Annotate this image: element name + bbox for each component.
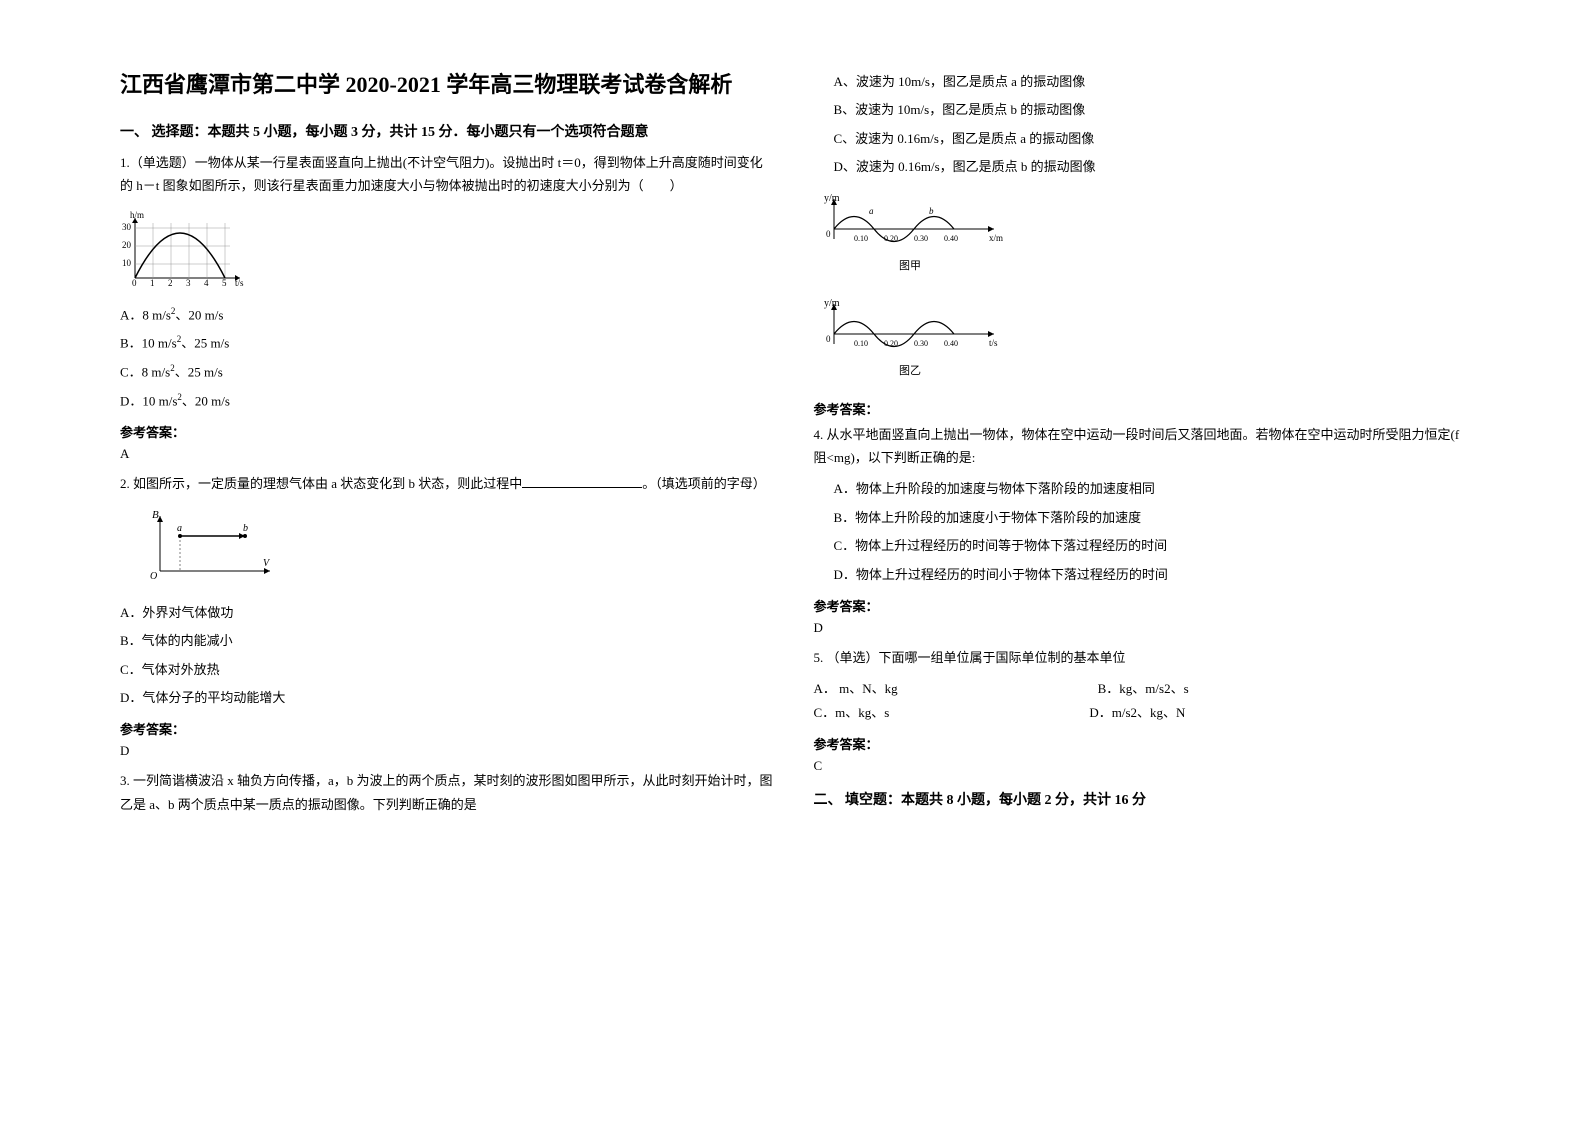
svg-text:0.40: 0.40: [944, 339, 958, 348]
svg-text:0.10: 0.10: [854, 339, 868, 348]
q5-answer: C: [814, 758, 1468, 774]
svg-text:0: 0: [826, 229, 831, 239]
svg-text:0.40: 0.40: [944, 234, 958, 243]
q4-answer: D: [814, 620, 1468, 636]
svg-text:0.30: 0.30: [914, 339, 928, 348]
svg-text:h/m: h/m: [130, 210, 144, 220]
q5-optD: D．m/s2、kg、N: [1089, 701, 1185, 724]
left-column: 江西省鹰潭市第二中学 2020-2021 学年高三物理联考试卷含解析 一、 选择…: [100, 70, 794, 1052]
q2-stem-pre: 2. 如图所示，一定质量的理想气体由 a 状态变化到 b 状态，则此过程中: [120, 476, 522, 491]
q1-optA: A．8 m/s2、20 m/s: [120, 303, 774, 327]
svg-text:5: 5: [222, 278, 227, 288]
svg-text:10: 10: [122, 258, 132, 268]
q1-optB: B．10 m/s2、25 m/s: [120, 331, 774, 355]
q5-answer-label: 参考答案：: [814, 734, 1468, 753]
q4-answer-label: 参考答案：: [814, 596, 1468, 615]
svg-text:3: 3: [186, 278, 191, 288]
graph2-caption: 图乙: [899, 364, 921, 377]
q2-stem: 2. 如图所示，一定质量的理想气体由 a 状态变化到 b 状态，则此过程中 。（填…: [120, 472, 774, 495]
q4-optD: D．物体上升过程经历的时间小于物体下落过程经历的时间: [834, 563, 1468, 586]
svg-text:0: 0: [826, 334, 831, 344]
svg-text:t/s: t/s: [235, 278, 244, 288]
graph1-caption: 图甲: [899, 259, 921, 272]
q1-answer-label: 参考答案：: [120, 422, 774, 441]
svg-text:2: 2: [168, 278, 173, 288]
q5-optC: C．m、kg、s: [814, 701, 890, 724]
q5-row2: C．m、kg、s D．m/s2、kg、N: [814, 701, 1468, 724]
q1-stem: 1.（单选题）一物体从某一行星表面竖直向上抛出(不计空气阻力)。设抛出时 t＝0…: [120, 151, 774, 198]
q5-row1: A． m、N、kg B．kg、m/s2、s: [814, 677, 1468, 700]
q2-optC: C．气体对外放热: [120, 658, 774, 681]
svg-text:0.10: 0.10: [854, 234, 868, 243]
q4-optB: B．物体上升阶段的加速度小于物体下落阶段的加速度: [834, 506, 1468, 529]
svg-text:x/m: x/m: [989, 233, 1003, 243]
q1-graph: h/m 30 20 10 0 1 2 3 4 5 t/s: [120, 208, 774, 293]
q2-optB: B．气体的内能减小: [120, 629, 774, 652]
q4-optA: A．物体上升阶段的加速度与物体下落阶段的加速度相同: [834, 477, 1468, 500]
right-column: A、波速为 10m/s，图乙是质点 a 的振动图像 B、波速为 10m/s，图乙…: [794, 70, 1488, 1052]
svg-text:a: a: [177, 523, 182, 534]
q2-optA: A．外界对气体做功: [120, 601, 774, 624]
q3-optC: C、波速为 0.16m/s，图乙是质点 a 的振动图像: [834, 127, 1468, 150]
q1-optD: D．10 m/s2、20 m/s: [120, 389, 774, 413]
q1-optC: C．8 m/s2、25 m/s: [120, 360, 774, 384]
svg-text:20: 20: [122, 240, 132, 250]
svg-text:30: 30: [122, 222, 132, 232]
section2-header: 二、 填空题：本题共 8 小题，每小题 2 分，共计 16 分: [814, 789, 1468, 809]
q1-answer: A: [120, 446, 774, 462]
q4-optC: C．物体上升过程经历的时间等于物体下落过程经历的时间: [834, 534, 1468, 557]
q2-answer: D: [120, 743, 774, 759]
doc-title: 江西省鹰潭市第二中学 2020-2021 学年高三物理联考试卷含解析: [120, 70, 774, 101]
q2-graph: B O V a b: [140, 506, 774, 591]
svg-text:O: O: [150, 571, 157, 582]
svg-text:b: b: [243, 523, 248, 534]
svg-text:t/s: t/s: [989, 338, 998, 348]
svg-text:4: 4: [204, 278, 209, 288]
q3-answer-label: 参考答案：: [814, 399, 1468, 418]
svg-text:B: B: [152, 509, 159, 521]
q3-optB: B、波速为 10m/s，图乙是质点 b 的振动图像: [834, 98, 1468, 121]
q2-answer-label: 参考答案：: [120, 719, 774, 738]
q2-optD: D．气体分子的平均动能增大: [120, 686, 774, 709]
svg-text:a: a: [869, 206, 874, 216]
section1-header: 一、 选择题：本题共 5 小题，每小题 3 分，共计 15 分．每小题只有一个选…: [120, 121, 774, 141]
q2-stem-post: 。（填选项前的字母）: [642, 476, 766, 491]
svg-text:y/m: y/m: [824, 193, 840, 204]
q5-optB: B．kg、m/s2、s: [1098, 677, 1189, 700]
q5-optA: A． m、N、kg: [814, 677, 898, 700]
q4-stem: 4. 从水平地面竖直向上抛出一物体，物体在空中运动一段时间后又落回地面。若物体在…: [814, 423, 1468, 470]
svg-text:b: b: [929, 206, 934, 216]
svg-text:V: V: [263, 558, 271, 569]
q3-optA: A、波速为 10m/s，图乙是质点 a 的振动图像: [834, 70, 1468, 93]
q3-graph1: y/m 0 0.10 0.20 0.30 0.40 x/m a b 图甲: [814, 189, 1468, 284]
svg-text:1: 1: [150, 278, 155, 288]
svg-text:0.30: 0.30: [914, 234, 928, 243]
q3-graph2: y/m 0 0.10 0.20 0.30 0.40 t/s 图乙: [814, 294, 1468, 389]
svg-text:0: 0: [132, 278, 137, 288]
svg-text:y/m: y/m: [824, 298, 840, 309]
q3-optD: D、波速为 0.16m/s，图乙是质点 b 的振动图像: [834, 155, 1468, 178]
q2-blank: [522, 475, 642, 488]
q3-stem: 3. 一列简谐横波沿 x 轴负方向传播，a，b 为波上的两个质点，某时刻的波形图…: [120, 769, 774, 816]
q5-stem: 5. （单选）下面哪一组单位属于国际单位制的基本单位: [814, 646, 1468, 669]
